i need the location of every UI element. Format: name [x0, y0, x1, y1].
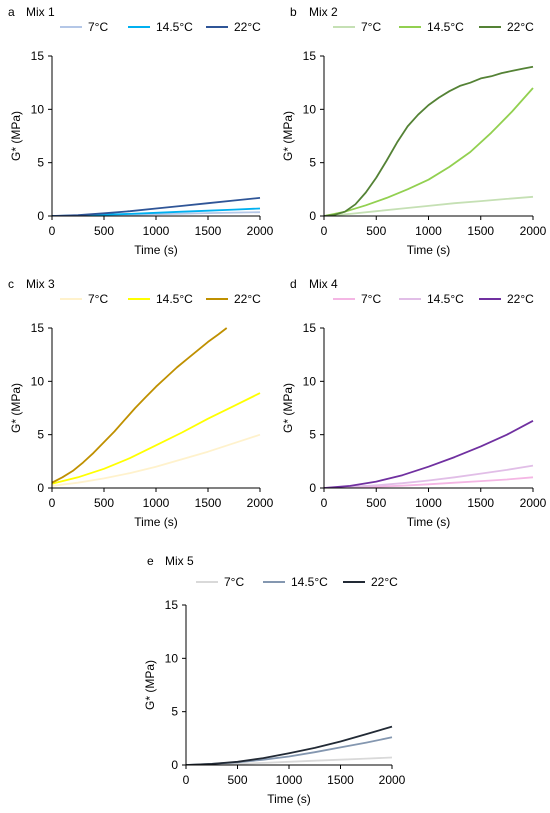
x-tick-label: 500: [366, 496, 386, 510]
x-tick-label: 2000: [247, 224, 274, 238]
legend-entry: 7°C: [88, 292, 108, 306]
panel-letter: c: [8, 277, 14, 291]
x-tick-label: 500: [366, 224, 386, 238]
x-tick-label: 2000: [520, 496, 547, 510]
y-tick-label: 10: [303, 102, 317, 116]
series-line-22c: [324, 65, 534, 216]
panel-letter: d: [290, 277, 297, 291]
legend-entry: 14.5°C: [427, 292, 464, 306]
y-tick-label: 10: [31, 102, 45, 116]
x-tick-label: 1000: [276, 773, 303, 787]
series-line-14-5c: [186, 736, 393, 765]
y-tick-label: 15: [165, 598, 179, 612]
legend-entry: 22°C: [234, 20, 261, 34]
panel-title: Mix 4: [309, 277, 338, 291]
x-tick-label: 500: [94, 496, 114, 510]
x-tick-label: 500: [94, 224, 114, 238]
series-line-22c: [186, 725, 393, 765]
x-tick-label: 1000: [143, 224, 170, 238]
x-tick-label: 0: [49, 496, 56, 510]
series-line-14-5c: [324, 87, 534, 216]
series-line-7c: [52, 433, 261, 487]
y-tick-label: 15: [31, 321, 45, 335]
x-tick-label: 1000: [415, 224, 442, 238]
panel-title: Mix 2: [309, 5, 338, 19]
series-line-7c: [324, 195, 534, 216]
y-tick-label: 5: [171, 705, 178, 719]
x-axis-label: Time (s): [407, 515, 451, 529]
legend-entry: 22°C: [507, 20, 534, 34]
y-tick-label: 5: [309, 428, 316, 442]
y-tick-label: 10: [165, 651, 179, 665]
y-tick-label: 0: [309, 209, 316, 223]
x-axis-label: Time (s): [267, 792, 311, 806]
x-tick-label: 0: [183, 773, 190, 787]
legend-entry: 22°C: [371, 575, 398, 589]
y-axis-label: G* (MPa): [9, 383, 23, 433]
chart-panel-a: a Mix 1 7°C 14.5°C 22°C 0 5 10 15 0 500 1000 1500 200…: [8, 5, 274, 257]
x-tick-label: 1500: [195, 224, 222, 238]
series-line-14-5c: [324, 464, 534, 488]
legend-entry: 7°C: [361, 20, 381, 34]
series-line-22c: [52, 197, 261, 216]
x-tick-label: 1000: [415, 496, 442, 510]
y-tick-label: 0: [37, 209, 44, 223]
chart-panel-b: b Mix 2 7°C 14.5°C 22°C 0 5 10 15 0 500 1000 1500 200…: [281, 5, 547, 257]
y-tick-label: 10: [303, 374, 317, 388]
x-tick-label: 2000: [379, 773, 406, 787]
panel-title: Mix 5: [165, 554, 194, 568]
x-axis-label: Time (s): [134, 243, 178, 257]
y-tick-label: 0: [171, 758, 178, 772]
y-tick-label: 5: [37, 156, 44, 170]
series-line-22c: [52, 327, 228, 484]
y-axis-label: G* (MPa): [9, 111, 23, 161]
y-axis-label: G* (MPa): [281, 383, 295, 433]
y-axis-label: G* (MPa): [281, 111, 295, 161]
x-tick-label: 1000: [143, 496, 170, 510]
x-tick-label: 1500: [195, 496, 222, 510]
x-tick-label: 0: [321, 224, 328, 238]
y-tick-label: 15: [303, 49, 317, 63]
x-tick-label: 1500: [467, 496, 494, 510]
legend-entry: 14.5°C: [156, 292, 193, 306]
legend-entry: 7°C: [224, 575, 244, 589]
legend-entry: 14.5°C: [291, 575, 328, 589]
y-tick-label: 0: [37, 481, 44, 495]
legend-entry: 22°C: [234, 292, 261, 306]
x-tick-label: 0: [321, 496, 328, 510]
y-tick-label: 15: [31, 49, 45, 63]
y-tick-label: 0: [309, 481, 316, 495]
y-axis-label: G* (MPa): [143, 660, 157, 710]
series-line-7c: [186, 756, 393, 765]
chart-panel-d: d Mix 4 7°C 14.5°C 22°C 0 5 10 15 0 500 1000 1500 200…: [281, 277, 547, 529]
x-tick-label: 2000: [520, 224, 547, 238]
panel-letter: a: [8, 5, 15, 19]
series-line-14-5c: [52, 392, 261, 485]
panel-letter: b: [290, 5, 297, 19]
y-tick-label: 15: [303, 321, 317, 335]
y-tick-label: 10: [31, 374, 45, 388]
x-tick-label: 2000: [247, 496, 274, 510]
legend-entry: 14.5°C: [427, 20, 464, 34]
x-axis-label: Time (s): [407, 243, 451, 257]
legend-entry: 22°C: [507, 292, 534, 306]
chart-panel-c: c Mix 3 7°C 14.5°C 22°C 0 5 10 15 0 500 1000 1500 200…: [8, 277, 274, 529]
legend-entry: 7°C: [361, 292, 381, 306]
series-line-22c: [324, 420, 534, 488]
x-tick-label: 1500: [327, 773, 354, 787]
legend-entry: 14.5°C: [156, 20, 193, 34]
x-tick-label: 1500: [467, 224, 494, 238]
y-tick-label: 5: [309, 156, 316, 170]
x-tick-label: 500: [227, 773, 247, 787]
chart-panel-e: e Mix 5 7°C 14.5°C 22°C 0 5 10 15 0 500 1000 1500 200…: [143, 554, 406, 806]
panel-title: Mix 1: [26, 5, 55, 19]
panel-title: Mix 3: [26, 277, 55, 291]
y-tick-label: 5: [37, 428, 44, 442]
x-tick-label: 0: [49, 224, 56, 238]
panel-letter: e: [147, 554, 154, 568]
legend-entry: 7°C: [88, 20, 108, 34]
x-axis-label: Time (s): [134, 515, 178, 529]
